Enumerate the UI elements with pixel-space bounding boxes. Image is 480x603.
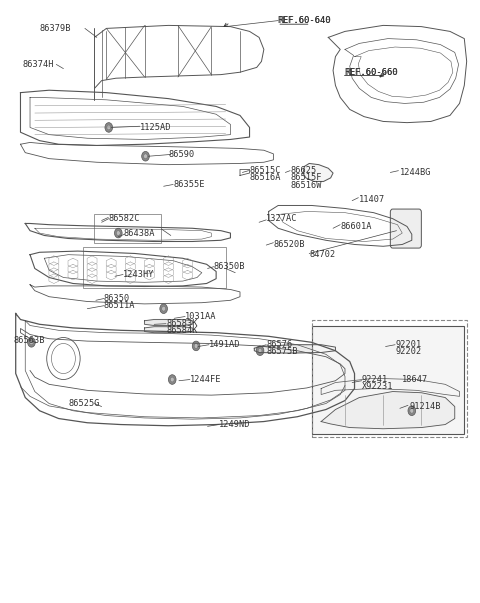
Text: 86438A: 86438A: [123, 229, 155, 238]
FancyBboxPatch shape: [390, 209, 421, 248]
Text: 86584K: 86584K: [166, 326, 198, 335]
Circle shape: [142, 151, 149, 161]
Text: 1327AC: 1327AC: [266, 214, 298, 223]
Circle shape: [162, 306, 166, 311]
Circle shape: [30, 340, 34, 345]
Circle shape: [115, 229, 122, 238]
Text: 86601A: 86601A: [340, 222, 372, 231]
Text: 1031AA: 1031AA: [185, 312, 216, 321]
Polygon shape: [144, 320, 192, 326]
Text: REF.60-640: REF.60-640: [278, 16, 331, 25]
Text: REF.60-640: REF.60-640: [277, 16, 331, 25]
Text: 1125AD: 1125AD: [140, 123, 171, 132]
Text: 86515F: 86515F: [290, 173, 322, 182]
Text: 86582C: 86582C: [109, 214, 140, 223]
Circle shape: [105, 122, 113, 132]
Text: 86355E: 86355E: [173, 180, 204, 189]
Text: 84702: 84702: [309, 250, 336, 259]
Text: 91214B: 91214B: [409, 402, 441, 411]
Text: 1491AD: 1491AD: [209, 340, 240, 349]
Text: 1244BG: 1244BG: [400, 168, 432, 177]
Text: 86525G: 86525G: [68, 399, 100, 408]
Circle shape: [192, 341, 200, 351]
Circle shape: [107, 125, 111, 130]
Text: 86350B: 86350B: [214, 262, 245, 271]
Text: 92202: 92202: [395, 347, 421, 356]
Text: REF.60-660: REF.60-660: [345, 68, 397, 77]
Text: 86516A: 86516A: [250, 173, 281, 182]
Text: 86350: 86350: [104, 294, 130, 303]
Polygon shape: [254, 345, 336, 353]
Circle shape: [258, 349, 262, 353]
Text: 86515C: 86515C: [250, 166, 281, 175]
Bar: [312, 320, 467, 437]
Bar: [83, 247, 226, 288]
Text: 86590: 86590: [168, 150, 195, 159]
Text: 86379B: 86379B: [39, 24, 71, 33]
Circle shape: [194, 344, 198, 349]
Text: 86575B: 86575B: [266, 347, 298, 356]
Text: 86516W: 86516W: [290, 180, 322, 189]
Bar: [312, 326, 464, 434]
Text: 18647: 18647: [402, 375, 429, 384]
Text: 86520B: 86520B: [274, 240, 305, 249]
Circle shape: [170, 377, 174, 382]
Text: 92241: 92241: [362, 375, 388, 384]
Circle shape: [160, 304, 168, 314]
Text: 86563B: 86563B: [13, 336, 45, 345]
Polygon shape: [321, 391, 455, 429]
Text: 1244FE: 1244FE: [190, 375, 221, 384]
Text: X92231: X92231: [362, 382, 393, 391]
Text: 1243HY: 1243HY: [123, 270, 155, 279]
Text: 11407: 11407: [360, 195, 385, 204]
Circle shape: [116, 231, 120, 236]
Text: 86511A: 86511A: [104, 302, 135, 310]
Circle shape: [256, 346, 264, 356]
Text: REF.60-660: REF.60-660: [344, 68, 398, 77]
Circle shape: [144, 154, 147, 159]
Polygon shape: [144, 327, 192, 333]
Text: 86625: 86625: [290, 166, 316, 175]
Text: 86576: 86576: [266, 340, 292, 349]
Circle shape: [168, 374, 176, 384]
Circle shape: [410, 408, 414, 413]
Text: 1249ND: 1249ND: [218, 420, 250, 429]
Text: 86583K: 86583K: [166, 319, 198, 328]
Circle shape: [408, 406, 416, 415]
Text: 92201: 92201: [395, 340, 421, 349]
Text: 86374H: 86374H: [23, 60, 54, 69]
Bar: [95, 215, 161, 243]
Polygon shape: [303, 163, 333, 182]
Circle shape: [28, 338, 35, 347]
